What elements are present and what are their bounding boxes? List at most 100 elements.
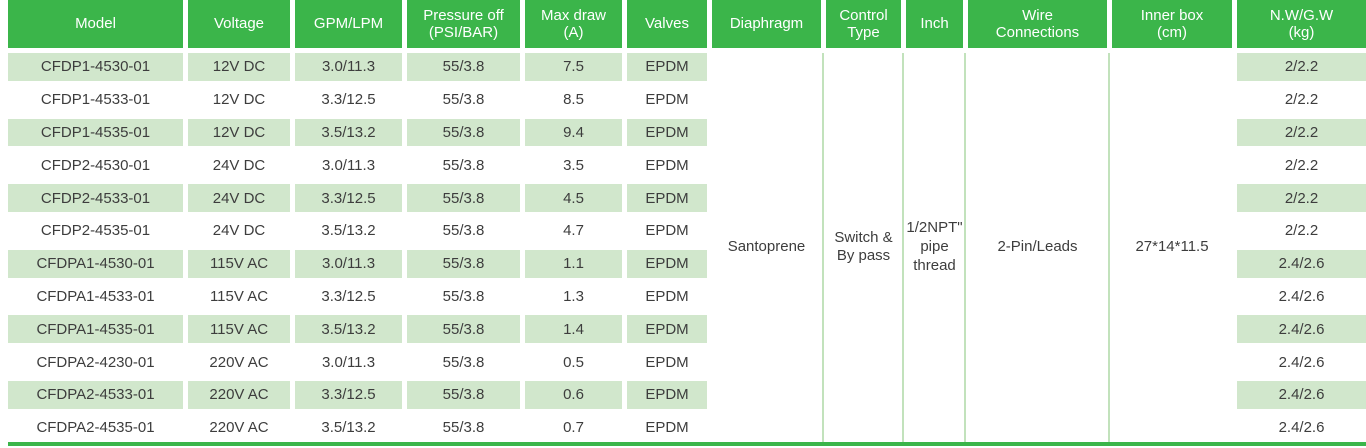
cell-max-draw-a: 0.6	[525, 380, 622, 409]
cell-model: CFDP1-4530-01	[8, 53, 183, 81]
cell-nw-gw: 2/2.2	[1237, 53, 1366, 81]
col-header-gpm-lpm: GPM/LPM	[295, 0, 402, 48]
cell-nw-gw: 2/2.2	[1237, 118, 1366, 147]
cell-valves: EPDM	[627, 380, 707, 409]
cell-gpm-lpm: 3.5/13.2	[295, 118, 402, 147]
cell-pressure-psi-bar: 55/3.8	[407, 282, 520, 311]
cell-pressure-psi-bar: 55/3.8	[407, 348, 520, 376]
cell-valves: EPDM	[627, 184, 707, 212]
cell-max-draw-a: 0.7	[525, 413, 622, 442]
cell-pressure-psi-bar: 55/3.8	[407, 216, 520, 245]
cell-max-draw-a: 8.5	[525, 85, 622, 114]
col-header-inner-box: Inner box (cm)	[1112, 0, 1232, 48]
cell-model: CFDPA2-4533-01	[8, 380, 183, 409]
cell-pressure-psi-bar: 55/3.8	[407, 249, 520, 278]
cell-nw-gw: 2/2.2	[1237, 216, 1366, 245]
cell-gpm-lpm: 3.3/12.5	[295, 282, 402, 311]
col-header-inch: Inch	[906, 0, 963, 48]
col-header-nw-gw: N.W/G.W (kg)	[1237, 0, 1366, 48]
cell-valves: EPDM	[627, 413, 707, 442]
col-header-voltage: Voltage	[188, 0, 290, 48]
cell-nw-gw: 2/2.2	[1237, 85, 1366, 114]
cell-valves: EPDM	[627, 282, 707, 311]
cell-max-draw-a: 1.1	[525, 249, 622, 278]
cell-voltage: 12V DC	[188, 118, 290, 147]
cell-model: CFDPA1-4530-01	[8, 249, 183, 278]
cell-gpm-lpm: 3.5/13.2	[295, 413, 402, 442]
cell-pressure-psi-bar: 55/3.8	[407, 85, 520, 114]
cell-max-draw-a: 3.5	[525, 151, 622, 180]
merged-cell-control-type: Switch & By pass	[822, 53, 901, 442]
cell-max-draw-a: 4.5	[525, 184, 622, 212]
cell-voltage: 24V DC	[188, 216, 290, 245]
cell-nw-gw: 2.4/2.6	[1237, 282, 1366, 311]
cell-voltage: 220V AC	[188, 413, 290, 442]
cell-model: CFDP1-4533-01	[8, 85, 183, 114]
cell-gpm-lpm: 3.0/11.3	[295, 151, 402, 180]
cell-gpm-lpm: 3.5/13.2	[295, 315, 402, 344]
cell-valves: EPDM	[627, 216, 707, 245]
merged-cell-diaphragm: Santoprene	[712, 53, 821, 442]
cell-max-draw-a: 1.3	[525, 282, 622, 311]
cell-max-draw-a: 0.5	[525, 348, 622, 376]
cell-gpm-lpm: 3.5/13.2	[295, 216, 402, 245]
cell-pressure-psi-bar: 55/3.8	[407, 53, 520, 81]
cell-gpm-lpm: 3.3/12.5	[295, 85, 402, 114]
cell-gpm-lpm: 3.0/11.3	[295, 249, 402, 278]
cell-model: CFDPA2-4535-01	[8, 413, 183, 442]
col-header-wire-connections: Wire Connections	[968, 0, 1107, 48]
cell-voltage: 115V AC	[188, 282, 290, 311]
cell-voltage: 115V AC	[188, 249, 290, 278]
merged-cell-inner-box: 27*14*11.5	[1108, 53, 1232, 442]
cell-max-draw-a: 7.5	[525, 53, 622, 81]
cell-voltage: 24V DC	[188, 151, 290, 180]
cell-pressure-psi-bar: 55/3.8	[407, 315, 520, 344]
cell-nw-gw: 2.4/2.6	[1237, 413, 1366, 442]
cell-gpm-lpm: 3.3/12.5	[295, 184, 402, 212]
cell-valves: EPDM	[627, 315, 707, 344]
cell-max-draw-a: 1.4	[525, 315, 622, 344]
cell-gpm-lpm: 3.0/11.3	[295, 348, 402, 376]
cell-nw-gw: 2/2.2	[1237, 151, 1366, 180]
cell-voltage: 24V DC	[188, 184, 290, 212]
cell-voltage: 220V AC	[188, 348, 290, 376]
cell-pressure-psi-bar: 55/3.8	[407, 380, 520, 409]
cell-nw-gw: 2/2.2	[1237, 184, 1366, 212]
cell-model: CFDP2-4530-01	[8, 151, 183, 180]
cell-model: CFDP1-4535-01	[8, 118, 183, 147]
cell-nw-gw: 2.4/2.6	[1237, 249, 1366, 278]
cell-model: CFDPA1-4533-01	[8, 282, 183, 311]
cell-voltage: 12V DC	[188, 53, 290, 81]
cell-nw-gw: 2.4/2.6	[1237, 315, 1366, 344]
table-bottom-border	[8, 442, 1366, 446]
cell-valves: EPDM	[627, 249, 707, 278]
col-header-control-type: Control Type	[826, 0, 901, 48]
cell-pressure-psi-bar: 55/3.8	[407, 118, 520, 147]
cell-voltage: 220V AC	[188, 380, 290, 409]
cell-valves: EPDM	[627, 348, 707, 376]
col-header-model: Model	[8, 0, 183, 48]
cell-gpm-lpm: 3.0/11.3	[295, 53, 402, 81]
cell-nw-gw: 2.4/2.6	[1237, 380, 1366, 409]
cell-model: CFDPA2-4230-01	[8, 348, 183, 376]
col-header-valves: Valves	[627, 0, 707, 48]
col-header-diaphragm: Diaphragm	[712, 0, 821, 48]
merged-cell-inch: 1/2NPT" pipe thread	[902, 53, 963, 442]
merged-cell-wire-connections: 2-Pin/Leads	[964, 53, 1107, 442]
cell-pressure-psi-bar: 55/3.8	[407, 184, 520, 212]
cell-valves: EPDM	[627, 151, 707, 180]
cell-max-draw-a: 9.4	[525, 118, 622, 147]
cell-max-draw-a: 4.7	[525, 216, 622, 245]
cell-nw-gw: 2.4/2.6	[1237, 348, 1366, 376]
cell-model: CFDPA1-4535-01	[8, 315, 183, 344]
cell-valves: EPDM	[627, 118, 707, 147]
cell-pressure-psi-bar: 55/3.8	[407, 413, 520, 442]
col-header-max-draw-a: Max draw (A)	[525, 0, 622, 48]
cell-pressure-psi-bar: 55/3.8	[407, 151, 520, 180]
cell-gpm-lpm: 3.3/12.5	[295, 380, 402, 409]
cell-valves: EPDM	[627, 85, 707, 114]
cell-voltage: 12V DC	[188, 85, 290, 114]
cell-valves: EPDM	[627, 53, 707, 81]
